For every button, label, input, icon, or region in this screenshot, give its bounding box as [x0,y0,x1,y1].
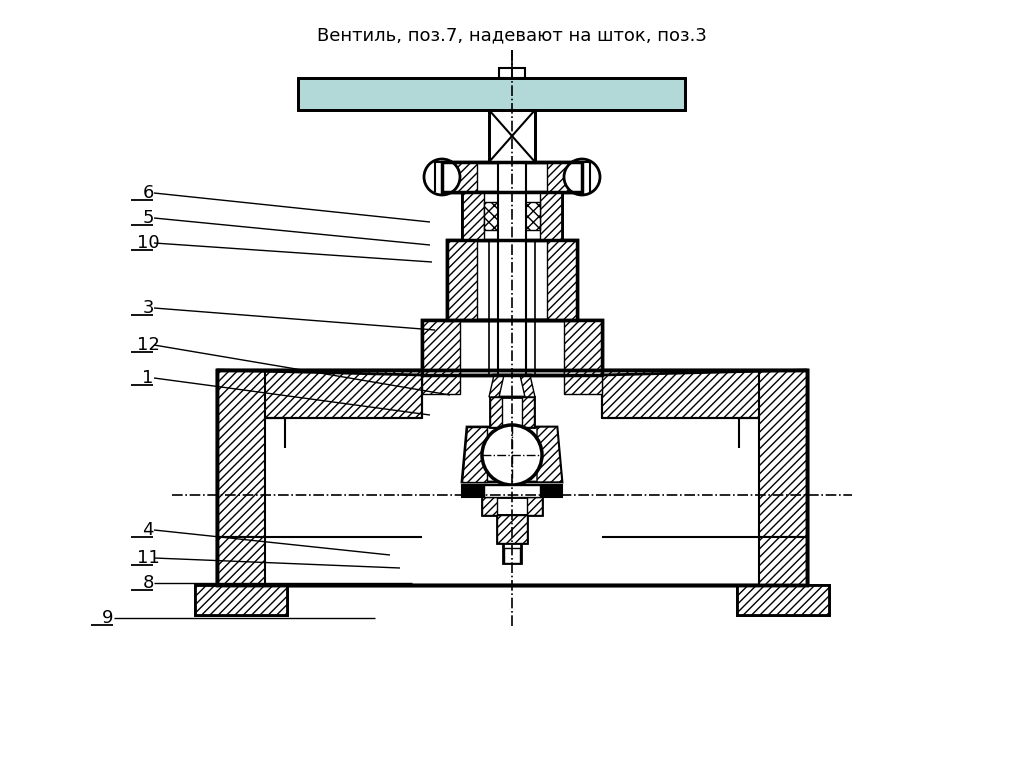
Text: 9: 9 [102,609,114,627]
Polygon shape [602,370,807,537]
Bar [482,497,542,515]
Circle shape [424,159,460,195]
Polygon shape [527,497,542,515]
Polygon shape [195,585,287,615]
Bar [217,370,807,585]
Circle shape [564,159,600,195]
Polygon shape [462,427,487,482]
Bar [447,240,577,320]
Bar [442,162,582,192]
Bar [489,110,535,162]
Bar [195,585,287,615]
Bar [217,370,807,585]
Text: 3: 3 [142,299,154,317]
Bar [422,320,602,375]
Polygon shape [422,320,460,375]
Polygon shape [447,240,477,320]
Bar [498,162,526,375]
Polygon shape [520,375,535,397]
Text: 12: 12 [136,336,160,354]
Text: 11: 11 [136,549,160,567]
Bar [217,370,807,585]
Polygon shape [564,320,602,375]
Polygon shape [582,159,600,195]
Polygon shape [490,397,502,427]
Polygon shape [422,370,460,394]
Polygon shape [737,585,829,615]
Text: 10: 10 [136,234,160,252]
Text: 8: 8 [142,574,154,592]
Polygon shape [489,375,504,397]
Polygon shape [424,159,442,195]
Text: 4: 4 [142,521,154,539]
Bar [484,485,540,497]
Polygon shape [537,427,562,482]
Bar [489,110,535,162]
Text: 5: 5 [142,209,154,227]
Polygon shape [522,397,534,427]
Text: Вентиль, поз.7, надевают на шток, поз.3: Вентиль, поз.7, надевают на шток, поз.3 [317,26,707,44]
Bar [490,397,534,427]
Bar [462,192,562,240]
Bar [447,240,577,320]
Circle shape [482,425,542,485]
Polygon shape [482,497,497,515]
Polygon shape [547,240,577,320]
Bar [298,78,685,110]
Polygon shape [564,370,602,394]
Polygon shape [759,537,807,585]
Polygon shape [484,202,504,230]
Bar [298,78,685,110]
Polygon shape [462,427,562,482]
Polygon shape [217,537,265,585]
Polygon shape [494,375,530,397]
Polygon shape [540,192,562,240]
Bar [462,485,562,497]
Text: 1: 1 [142,369,154,387]
Bar [503,543,521,563]
Bar [422,320,602,375]
Bar [737,585,829,615]
Polygon shape [520,202,540,230]
Polygon shape [497,515,527,543]
Bar [195,585,287,615]
Bar [499,68,525,78]
Bar [737,585,829,615]
Polygon shape [462,192,484,240]
Bar [497,515,527,543]
Text: 6: 6 [142,184,154,202]
Bar [504,548,520,563]
Polygon shape [217,370,422,537]
Polygon shape [547,162,582,192]
Bar [462,192,562,240]
Polygon shape [442,162,477,192]
Bar [442,162,582,192]
